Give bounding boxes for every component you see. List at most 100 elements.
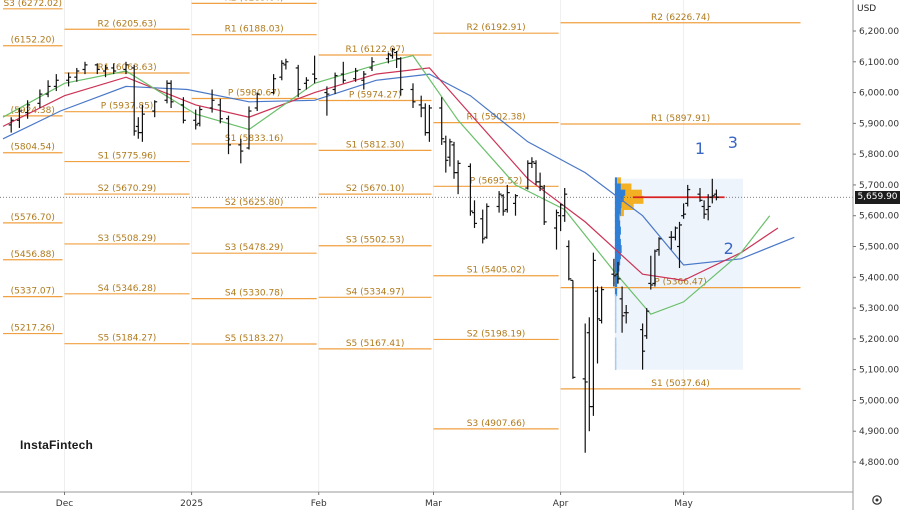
volume-profile-bar-right — [619, 214, 621, 223]
pivot-level-label: P (5980.67) — [228, 89, 281, 99]
volume-profile-bar-left — [614, 195, 624, 204]
pivot-level-label: S1 (5775.96) — [98, 152, 157, 162]
pivot-level-label: S5 (5183.27) — [225, 334, 284, 344]
time-axis-label: Dec — [56, 499, 73, 509]
volume-profile-bar-left — [614, 275, 618, 284]
price-axis-label: 5,000.00 — [859, 396, 899, 406]
current-price-tag: 5,659.90 — [855, 191, 900, 204]
price-axis-label: 5,900.00 — [859, 119, 899, 129]
price-axis-label: 6,000.00 — [859, 89, 899, 99]
volume-profile-bar-left — [614, 343, 617, 352]
time-axis-label: Apr — [553, 499, 569, 509]
pivot-level-label: S4 (5334.97) — [346, 287, 405, 297]
price-axis-label: 5,300.00 — [859, 304, 899, 314]
pivot-level-label: P (5974.27) — [349, 90, 402, 100]
pivot-level-label: (5924.38) — [11, 106, 55, 116]
pivot-level-label: S5 (5184.27) — [98, 334, 157, 344]
time-axis-label: 2025 — [180, 499, 203, 509]
volume-profile-bar-left — [614, 325, 617, 334]
pivot-level-label: (5337.07) — [11, 287, 55, 297]
pivot-level-label: R1 (6188.03) — [225, 25, 284, 35]
price-axis-label: 5,800.00 — [859, 150, 899, 160]
volume-profile-bar-left — [614, 349, 617, 358]
instafintech-logo: InstaFintech — [20, 438, 94, 452]
price-axis-label: 5,700.00 — [859, 181, 899, 191]
price-axis-panel — [853, 0, 900, 510]
pivot-level-label: P (5937.85) — [101, 102, 154, 112]
volume-profile-bar-left — [614, 208, 621, 217]
volume-profile-bar-left — [614, 282, 618, 291]
pivot-level-label: S1 (5037.64) — [651, 379, 710, 389]
pivot-level-label: S4 (5346.28) — [98, 284, 157, 294]
pivot-level-label: S2 (5670.10) — [346, 184, 405, 194]
price-axis-label: 5,100.00 — [859, 366, 899, 376]
price-axis-label: 4,800.00 — [859, 458, 899, 468]
volume-profile-bar-left — [614, 220, 621, 229]
pivot-level-label: P (5695.52) — [470, 176, 523, 186]
volume-profile-bar-right — [625, 189, 642, 198]
price-axis-label: 4,900.00 — [859, 427, 899, 437]
volume-profile-bar-left — [614, 318, 617, 327]
wave-annotation-label: 1 — [695, 139, 705, 158]
pivot-level-label: S5 (5167.41) — [346, 339, 405, 349]
pivot-level-label: S3 (5508.29) — [98, 234, 157, 244]
volume-profile-area — [614, 178, 743, 370]
volume-profile-bar-left — [614, 226, 621, 235]
pivot-level-label: S3 (4907.66) — [467, 419, 526, 429]
pivot-level-label: (5804.54) — [11, 143, 55, 153]
wave-annotation-label: 2 — [724, 239, 734, 258]
pivot-level-label: P (5366.47) — [654, 278, 707, 288]
price-axis-label: 5,600.00 — [859, 212, 899, 222]
wave-annotation-label: 3 — [728, 133, 738, 152]
pivot-level-label: (6152.20) — [11, 36, 55, 46]
pivot-level-label: S2 (5625.80) — [225, 198, 284, 208]
volume-profile-bar-right — [620, 208, 624, 217]
moving-average-line — [2, 54, 771, 315]
volume-profile-bar-left — [614, 214, 620, 223]
pivot-level-label: (5456.88) — [11, 250, 55, 260]
pivot-level-label: (5217.26) — [11, 324, 55, 334]
volume-profile-bar-left — [614, 245, 622, 254]
volume-profile-bar-left — [614, 238, 621, 247]
pivot-level-label: S1 (5405.02) — [467, 266, 526, 276]
pivot-level-label: R1 (5902.38) — [467, 113, 526, 123]
volume-profile-bar-left — [614, 251, 621, 260]
pivot-level-label: S4 (5330.78) — [225, 289, 284, 299]
volume-profile-bar-left — [614, 362, 617, 371]
pivot-level-label: S3 (5478.29) — [225, 243, 284, 253]
pivot-level-label: S1 (5833.16) — [225, 134, 284, 144]
price-axis-label: 5,500.00 — [859, 243, 899, 253]
pivot-level-label: S3 (6272.02) — [3, 0, 62, 9]
volume-profile-bar-left — [614, 263, 620, 272]
settings-gear-icon[interactable] — [871, 494, 883, 506]
time-axis-label: Mar — [425, 499, 442, 509]
volume-profile-bar-left — [614, 189, 626, 198]
currency-selector-button[interactable]: USD — [857, 4, 877, 14]
volume-profile-bar-left — [614, 257, 621, 266]
volume-profile-bar-right — [621, 201, 634, 210]
volume-profile-bar-left — [614, 183, 621, 192]
pivot-level-label: S3 (5502.53) — [346, 236, 405, 246]
volume-profile-bar-right — [623, 195, 644, 204]
price-axis-label: 5,400.00 — [859, 273, 899, 283]
pivot-level-label: S2 (5670.29) — [98, 184, 157, 194]
volume-profile-bar-left — [614, 355, 617, 364]
volume-profile-bar-left — [614, 177, 618, 186]
pivot-level-label: R1 (6063.63) — [98, 63, 157, 73]
volume-profile-bar-left — [614, 288, 618, 297]
pivot-level-label: S2 (5198.19) — [467, 329, 526, 339]
volume-profile-bar-left — [614, 312, 617, 321]
time-axis-label: Feb — [311, 499, 327, 509]
price-axis-label: 6,100.00 — [859, 58, 899, 68]
pivot-level-label: S1 (5812.30) — [346, 140, 405, 150]
pivot-level-label: R1 (5897.91) — [651, 114, 710, 124]
volume-profile-bar-right — [620, 183, 632, 192]
volume-profile-bar-left — [614, 306, 617, 315]
pivot-level-label: R2 (6205.63) — [98, 19, 157, 29]
pivot-level-label: R1 (6122.07) — [346, 45, 405, 55]
volume-profile-bar-left — [614, 201, 622, 210]
time-axis-label: May — [674, 499, 693, 509]
moving-average-line — [2, 67, 779, 282]
